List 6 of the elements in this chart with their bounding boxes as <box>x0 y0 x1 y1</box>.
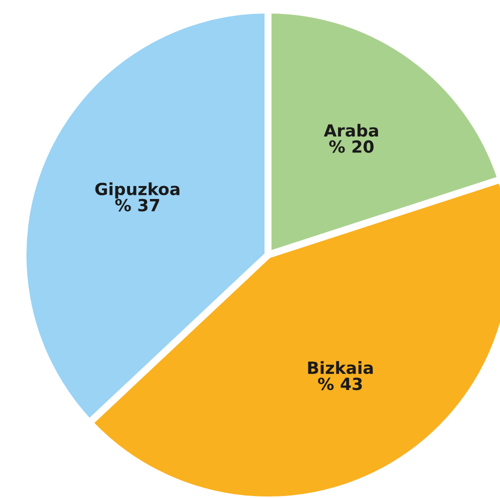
data-label: % 20 <box>329 140 374 153</box>
data-label: % 43 <box>318 378 362 390</box>
data-label: % 37 <box>115 198 160 212</box>
slice-label: Gipuzkoa <box>95 182 180 199</box>
slice-label: Bizkaia <box>308 361 373 374</box>
slice-label: Araba <box>324 124 378 137</box>
